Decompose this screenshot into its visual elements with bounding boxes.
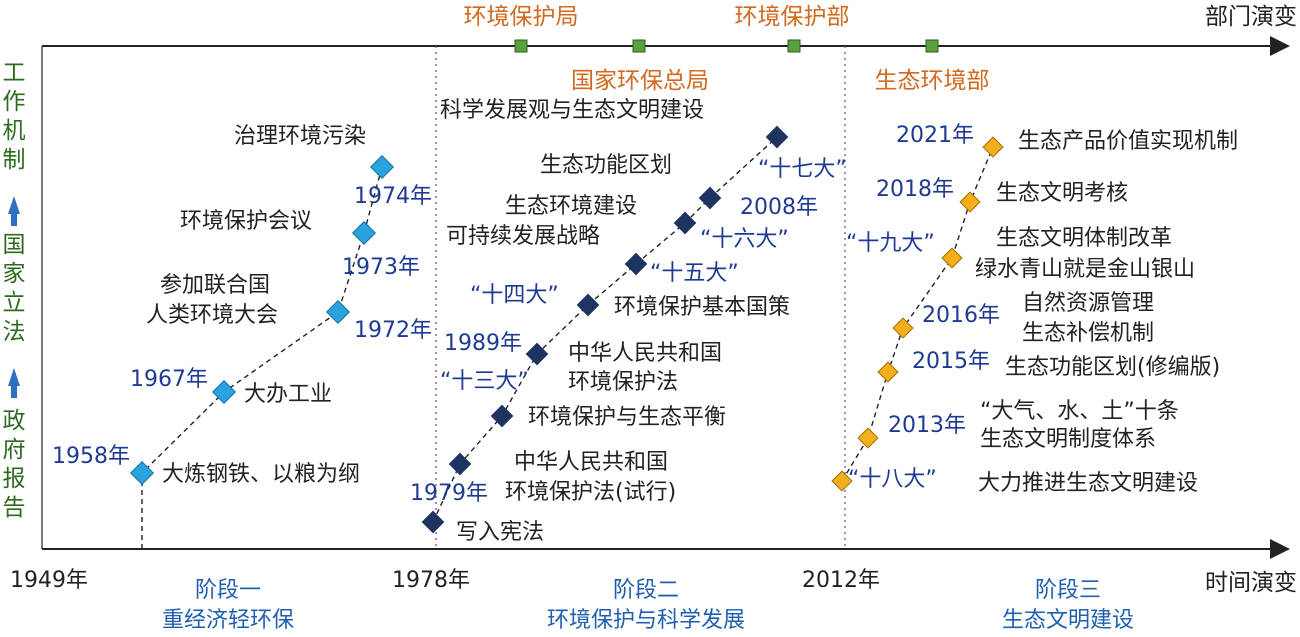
stage2-marker-1989: [525, 342, 549, 366]
stage1-label-1972-line2: 人类环境大会: [146, 303, 278, 328]
stage1-year-1958: 1958年: [52, 444, 130, 469]
stage3-label-2013-line1: “大气、水、土”十条: [980, 399, 1179, 424]
stage2-marker-14th: [576, 293, 600, 317]
stage2-trend-line: [432, 136, 778, 523]
stage2-year-1979: 1979年: [410, 481, 488, 506]
stage2-marker-17th: [765, 125, 789, 149]
stage3-label-2016-line1: 自然资源管理: [1022, 291, 1154, 316]
stage2-label-1979-line1: 中华人民共和国: [514, 450, 668, 475]
stage3-label-2021: 生态产品价值实现机制: [1018, 129, 1238, 154]
stage1-label-1972-line1: 参加联合国: [160, 273, 270, 298]
stage2-label-16th: 生态环境建设: [505, 194, 637, 219]
stage1-marker-1973: [351, 220, 377, 246]
stage3-year-2013: 2013年: [888, 413, 966, 438]
bottom-axis-label: 时间演变: [1205, 570, 1297, 596]
stage1-title: 阶段一: [195, 578, 261, 603]
stage2-year-14th: “十四大”: [470, 283, 559, 308]
stage2-label-17th: 科学发展观与生态文明建设: [440, 98, 704, 123]
year-mark-1949: 1949年: [10, 568, 88, 593]
stage3-subtitle: 生态文明建设: [1002, 608, 1134, 633]
stage3-marker-2013: [857, 427, 879, 449]
vertical-label-national-legislation: 国家立法: [3, 232, 26, 345]
stage1-label-1967: 大办工业: [244, 382, 332, 407]
stage1-label-1958: 大炼钢铁、以粮为纲: [162, 462, 360, 487]
stage3-year-19th: “十九大”: [846, 231, 935, 256]
vertical-label-chars: 国家立法: [3, 232, 26, 345]
stage1-label-1974: 治理环境污染: [234, 124, 366, 149]
stage3-label-19th-line1: 生态文明体制改革: [996, 226, 1172, 251]
stage3-year-18th: “十八大”: [848, 467, 937, 492]
stage2-subtitle: 环境保护与科学发展: [547, 608, 745, 633]
stage3-label-2015: 生态功能区划(修编版): [1005, 355, 1220, 380]
stage3-marker-2018: [959, 191, 981, 213]
stage1-marker-1967: [211, 379, 237, 405]
stage3-label-19th-line2: 绿水青山就是金山银山: [975, 257, 1195, 282]
stage1-marker-1958: [129, 460, 155, 486]
stage1-year-1974: 1974年: [354, 184, 432, 209]
stage2-label-constitution: 写入宪法: [456, 520, 544, 545]
stage2-label-15th: 可持续发展战略: [446, 224, 600, 249]
stage2-marker-1979: [448, 452, 472, 476]
dept-label-3: 环境保护部: [735, 4, 850, 30]
stage3-marker-2015: [877, 361, 899, 383]
stage3-marker-18th: [831, 470, 853, 492]
stage2-marker-constitution: [421, 510, 445, 534]
stage2-title: 阶段二: [613, 578, 679, 603]
stage1-marker-1972: [325, 299, 351, 325]
stage3-year-2021: 2021年: [896, 123, 974, 148]
dept-label-2: 国家环保总局: [571, 68, 709, 94]
vertical-label-chars: 工作机制: [3, 60, 26, 173]
up-arrow-icon: [8, 196, 20, 226]
stage3-label-18th: 大力推进生态文明建设: [978, 471, 1198, 496]
stage2-marker-balance: [490, 404, 514, 428]
stage1-subtitle: 重经济轻环保: [162, 608, 294, 633]
stage1-trend-line: [141, 166, 383, 549]
dept-label-1: 环境保护局: [464, 4, 579, 30]
dept-marker-2: [632, 39, 646, 53]
stage3-label-2013-line2: 生态文明制度体系: [980, 427, 1156, 452]
stage3-year-2018: 2018年: [876, 177, 954, 202]
stage3-marker-19th: [941, 247, 963, 269]
stage2-year-1989: 1989年: [444, 331, 522, 356]
stage2-label-1989-line2: 环境保护法: [568, 370, 678, 395]
dept-marker-4: [925, 39, 939, 53]
year-mark-1978: 1978年: [392, 568, 470, 593]
vertical-label-chars: 政府报告: [3, 408, 26, 521]
stage2-year-17th: “十七大”: [758, 157, 847, 182]
stage2-year-13th: “十三大”: [440, 369, 529, 394]
dept-marker-3: [787, 39, 801, 53]
stage1-year-1972: 1972年: [354, 318, 432, 343]
stage3-year-2016: 2016年: [922, 303, 1000, 328]
dept-label-4: 生态环境部: [875, 68, 990, 94]
stage2-label-14th: 环境保护基本国策: [614, 295, 790, 320]
stage3-label-2016-line2: 生态补偿机制: [1022, 321, 1154, 346]
stage3-title: 阶段三: [1035, 578, 1101, 603]
stage2-label-1989-line1: 中华人民共和国: [568, 341, 722, 366]
stage3-year-2015: 2015年: [912, 349, 990, 374]
year-mark-2012: 2012年: [802, 568, 880, 593]
dept-marker-1: [514, 39, 528, 53]
stage3-marker-2021: [982, 136, 1004, 158]
stage1-year-1967: 1967年: [130, 367, 208, 392]
stage1-year-1973: 1973年: [342, 255, 420, 280]
stage2-year-2008: 2008年: [740, 195, 818, 220]
stage3-label-2018: 生态文明考核: [996, 181, 1128, 206]
stage2-label-balance: 环境保护与生态平衡: [528, 405, 726, 430]
vertical-label-work-mechanism: 工作机制: [3, 60, 26, 173]
stage2-label-2008: 生态功能区划: [540, 153, 672, 178]
stage2-year-16th: “十六大”: [700, 227, 789, 252]
stage3-marker-2016: [892, 317, 914, 339]
up-arrow-icon: [8, 368, 20, 398]
stage1-marker-1974: [369, 154, 395, 180]
stage2-year-15th: “十五大”: [650, 261, 739, 286]
stage2-label-1979-line2: 环境保护法(试行): [505, 480, 676, 505]
top-axis-label: 部门演变: [1205, 4, 1297, 30]
vertical-label-government-report: 政府报告: [3, 408, 26, 521]
stage2-marker-15th: [624, 252, 648, 276]
stage1-label-1973: 环境保护会议: [180, 209, 312, 234]
